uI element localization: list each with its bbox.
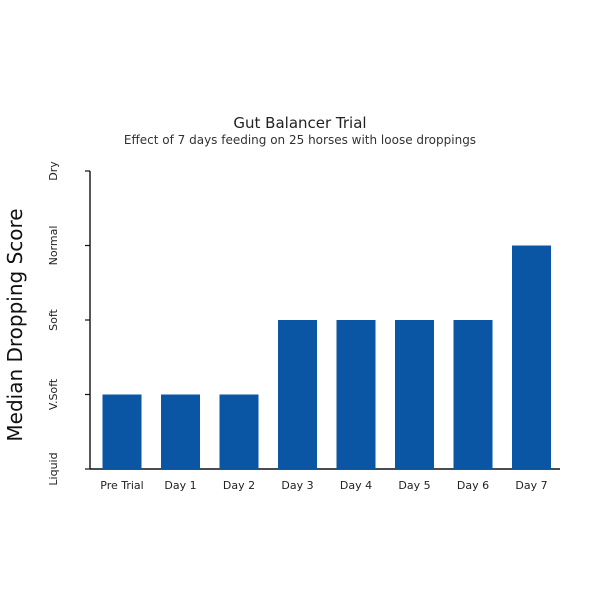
bar — [102, 394, 142, 469]
y-tick-label: Dry — [47, 161, 60, 181]
y-tick-label: Normal — [47, 226, 60, 266]
bar — [395, 320, 434, 469]
y-axis-label: Median Dropping Score — [3, 208, 27, 441]
bar — [512, 245, 551, 469]
x-tick-label: Day 5 — [398, 479, 430, 492]
bar — [336, 320, 376, 469]
x-tick-label: Day 7 — [515, 479, 547, 492]
chart-title: Gut Balancer Trial — [233, 114, 367, 132]
bar — [219, 394, 259, 469]
x-tick-label: Day 6 — [457, 479, 489, 492]
y-tick-label: V.Soft — [47, 378, 60, 410]
bar — [453, 320, 493, 469]
x-tick-label: Day 4 — [340, 479, 372, 492]
x-tick-label: Day 3 — [281, 479, 313, 492]
x-tick-label: Day 1 — [164, 479, 196, 492]
y-tick-label: Soft — [47, 308, 60, 330]
chart-subtitle: Effect of 7 days feeding on 25 horses wi… — [123, 133, 477, 147]
x-tick-label: Day 2 — [223, 479, 255, 492]
x-tick-label: Pre Trial — [100, 479, 143, 492]
bar — [161, 394, 200, 469]
bar — [278, 320, 317, 469]
y-tick-label: Liquid — [47, 452, 60, 485]
